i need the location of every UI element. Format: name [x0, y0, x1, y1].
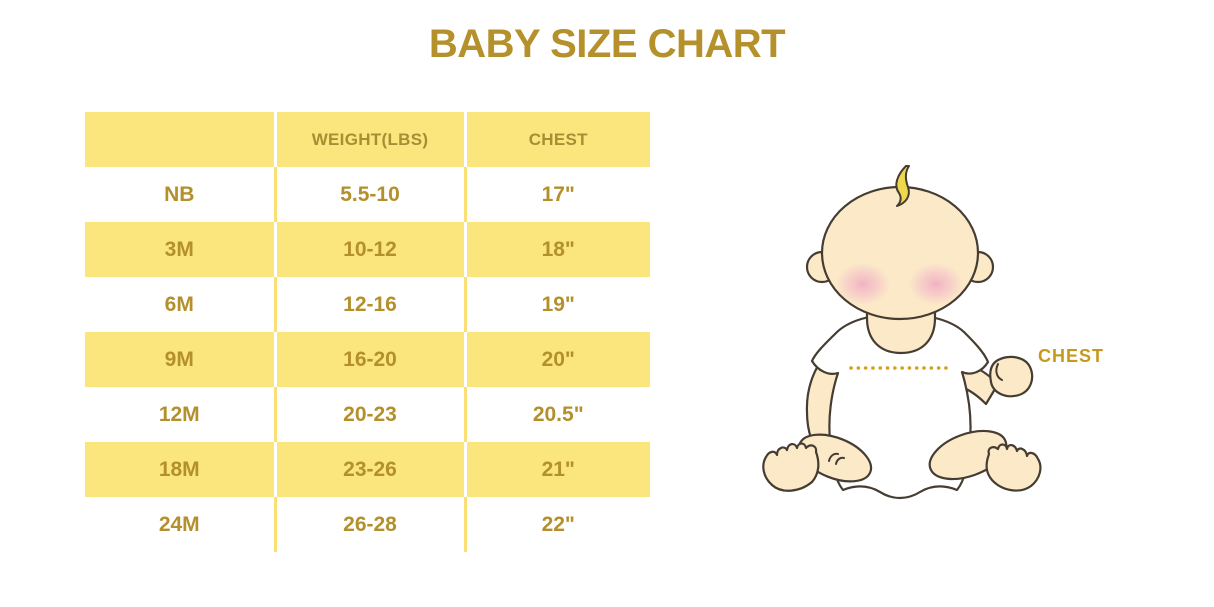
chest-cell: 20": [463, 332, 650, 387]
weight-column-header: WEIGHT(LBS): [273, 112, 465, 167]
baby-left-foot: [762, 442, 820, 492]
chest-cell: 18": [463, 222, 650, 277]
size-cell: 12M: [158, 402, 200, 426]
chest-cell: 21": [463, 442, 650, 497]
weight-cell: 12-16: [273, 277, 465, 332]
weight-cell: 23-26: [273, 442, 465, 497]
table-row: 12M 20-23 20.5": [85, 387, 650, 442]
baby-figure: [762, 165, 1042, 500]
baby-right-fist: [989, 355, 1034, 398]
baby-hair-curl: [895, 165, 910, 207]
size-cell: 9M: [85, 332, 275, 387]
baby-right-foot: [985, 443, 1042, 492]
chest-cell: 19": [463, 277, 650, 332]
table-row: 6M 12-16 19": [85, 277, 650, 332]
baby-illustration: CHEST: [730, 140, 1190, 560]
chest-cell: 22": [463, 497, 650, 552]
size-cell: 3M: [85, 222, 275, 277]
table-row: 9M 16-20 20": [85, 332, 650, 387]
table-row: 3M 10-12 18": [85, 222, 650, 277]
baby-left-blush: [836, 263, 890, 305]
table-header-row: WEIGHT(LBS) CHEST: [85, 112, 650, 167]
weight-cell: 20-23: [273, 387, 465, 442]
weight-cell: 16-20: [273, 332, 465, 387]
weight-cell: 5.5-10: [273, 167, 465, 222]
table-row: 24M 26-28 22": [85, 497, 650, 552]
size-cell: NB: [164, 182, 195, 206]
baby-hand-detail: [828, 452, 845, 465]
size-table: WEIGHT(LBS) CHEST NB 5.5-10 17" 3M 10-12…: [85, 112, 650, 552]
size-cell: 24M: [158, 512, 200, 536]
chest-column-header: CHEST: [463, 112, 650, 167]
chest-cell: 17": [463, 167, 650, 222]
baby-fist-detail: [995, 363, 1003, 381]
size-cell: 18M: [85, 442, 275, 497]
size-cell: 6M: [164, 292, 194, 316]
chest-label: CHEST: [1038, 346, 1105, 366]
page-title: BABY SIZE CHART: [428, 22, 786, 66]
chest-cell: 20.5": [463, 387, 650, 442]
size-column-header: [85, 112, 275, 167]
weight-cell: 10-12: [273, 222, 465, 277]
table-row: NB 5.5-10 17": [85, 167, 650, 222]
baby-right-blush: [909, 263, 963, 305]
table-row: 18M 23-26 21": [85, 442, 650, 497]
weight-cell: 26-28: [273, 497, 465, 552]
